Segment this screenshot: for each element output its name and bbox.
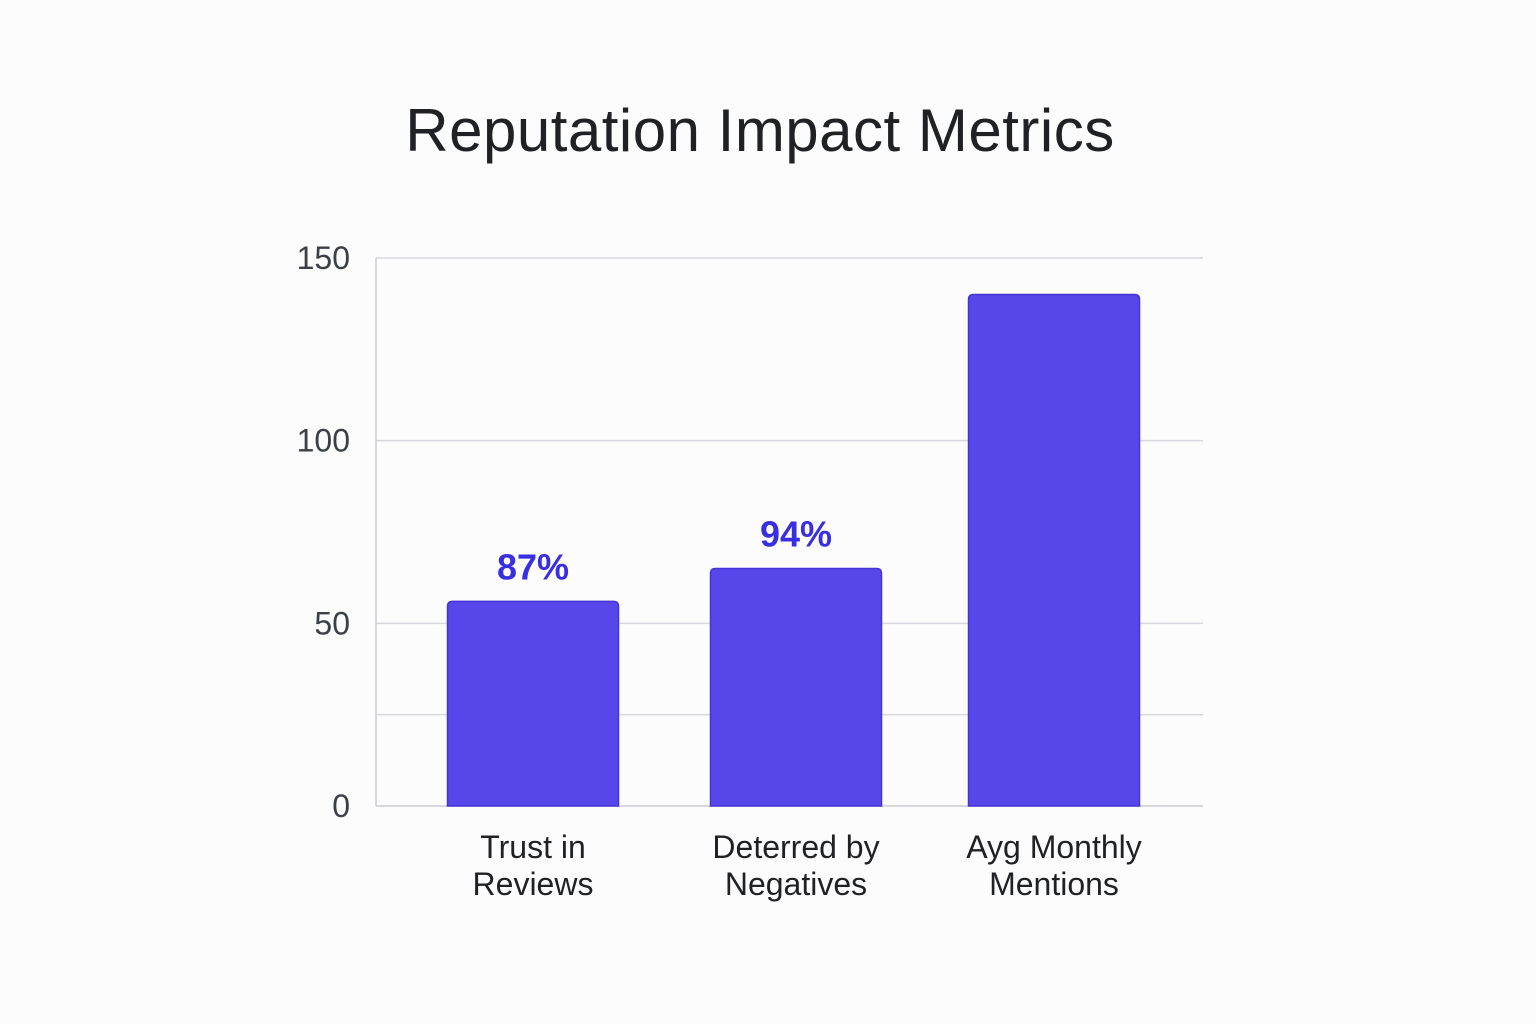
x-tick-label: Mentions — [989, 866, 1119, 902]
x-tick-label: Ayg Monthly — [966, 829, 1142, 865]
y-tick-label: 0 — [332, 788, 350, 824]
y-tick-label: 50 — [314, 605, 350, 641]
x-tick-label: Reviews — [473, 866, 594, 902]
bar — [709, 567, 883, 807]
y-tick-label: 100 — [297, 423, 350, 459]
bar — [446, 600, 620, 807]
data-label: 94% — [760, 514, 832, 555]
x-tick-label: Negatives — [725, 866, 867, 902]
chart-title: Reputation Impact Metrics — [405, 97, 1115, 164]
y-tick-label: 150 — [297, 240, 350, 276]
bar — [967, 293, 1141, 807]
data-label: 87% — [497, 546, 569, 587]
x-tick-label: Deterred by — [712, 829, 879, 865]
x-tick-label: Trust in — [480, 829, 586, 865]
